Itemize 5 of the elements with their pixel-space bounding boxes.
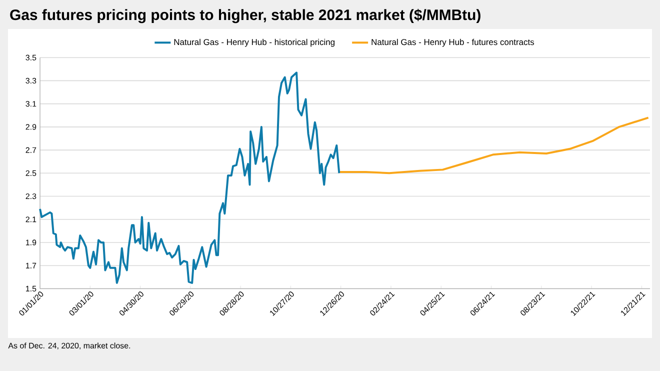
line-series <box>39 72 340 284</box>
chart-title: Gas futures pricing points to higher, stable 2021 market ($/MMBtu) <box>10 8 480 24</box>
legend-label: Natural Gas - Henry Hub - historical pricing <box>174 38 334 47</box>
line-series <box>338 116 650 174</box>
legend-label: Natural Gas - Henry Hub - futures contracts <box>372 38 534 47</box>
